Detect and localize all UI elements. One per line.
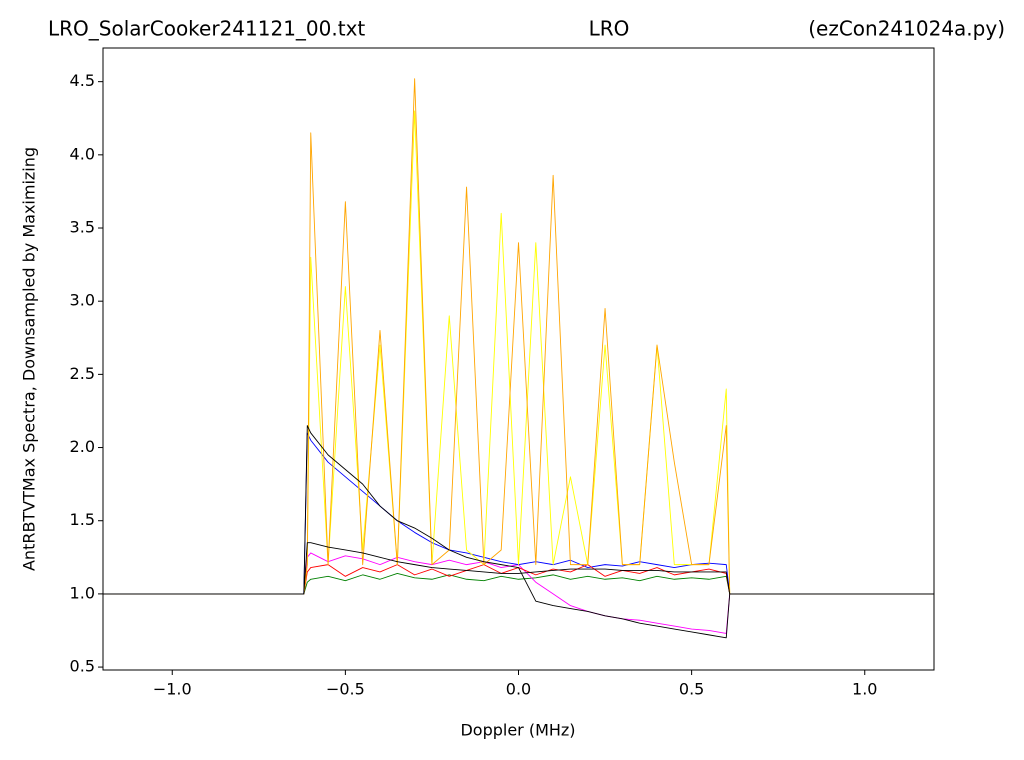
spectrum-line — [103, 78, 934, 595]
y-tick-label: 4.5 — [70, 71, 95, 90]
y-axis-label: AntRBTVTMax Spectra, Downsampled by Maxi… — [20, 147, 39, 571]
x-tick-label: 0.0 — [506, 680, 531, 699]
chart-title: (ezCon241024a.py) — [808, 17, 1005, 41]
spectrum-line — [103, 542, 934, 595]
spectrum-line — [103, 572, 934, 595]
y-tick-label: 0.5 — [70, 657, 95, 676]
y-tick-label: 2.5 — [70, 364, 95, 383]
y-tick-label: 2.0 — [70, 437, 95, 456]
x-tick-label: −0.5 — [326, 680, 365, 699]
y-tick-label: 1.0 — [70, 583, 95, 602]
spectrum-line — [103, 110, 934, 595]
y-tick-label: 4.0 — [70, 144, 95, 163]
x-tick-label: 0.5 — [679, 680, 704, 699]
x-tick-label: −1.0 — [153, 680, 192, 699]
chart-title: LRO — [589, 17, 630, 41]
x-axis-label: Doppler (MHz) — [460, 721, 575, 740]
chart-title: LRO_SolarCooker241121_00.txt — [48, 17, 365, 41]
y-tick-label: 3.0 — [70, 291, 95, 310]
y-tick-label: 1.5 — [70, 510, 95, 529]
y-tick-label: 3.5 — [70, 218, 95, 237]
x-tick-label: 1.0 — [852, 680, 877, 699]
spectrum-line — [103, 564, 934, 595]
plot-frame — [102, 47, 935, 671]
spectrum-line — [103, 425, 934, 639]
spectrum-line — [103, 432, 934, 595]
